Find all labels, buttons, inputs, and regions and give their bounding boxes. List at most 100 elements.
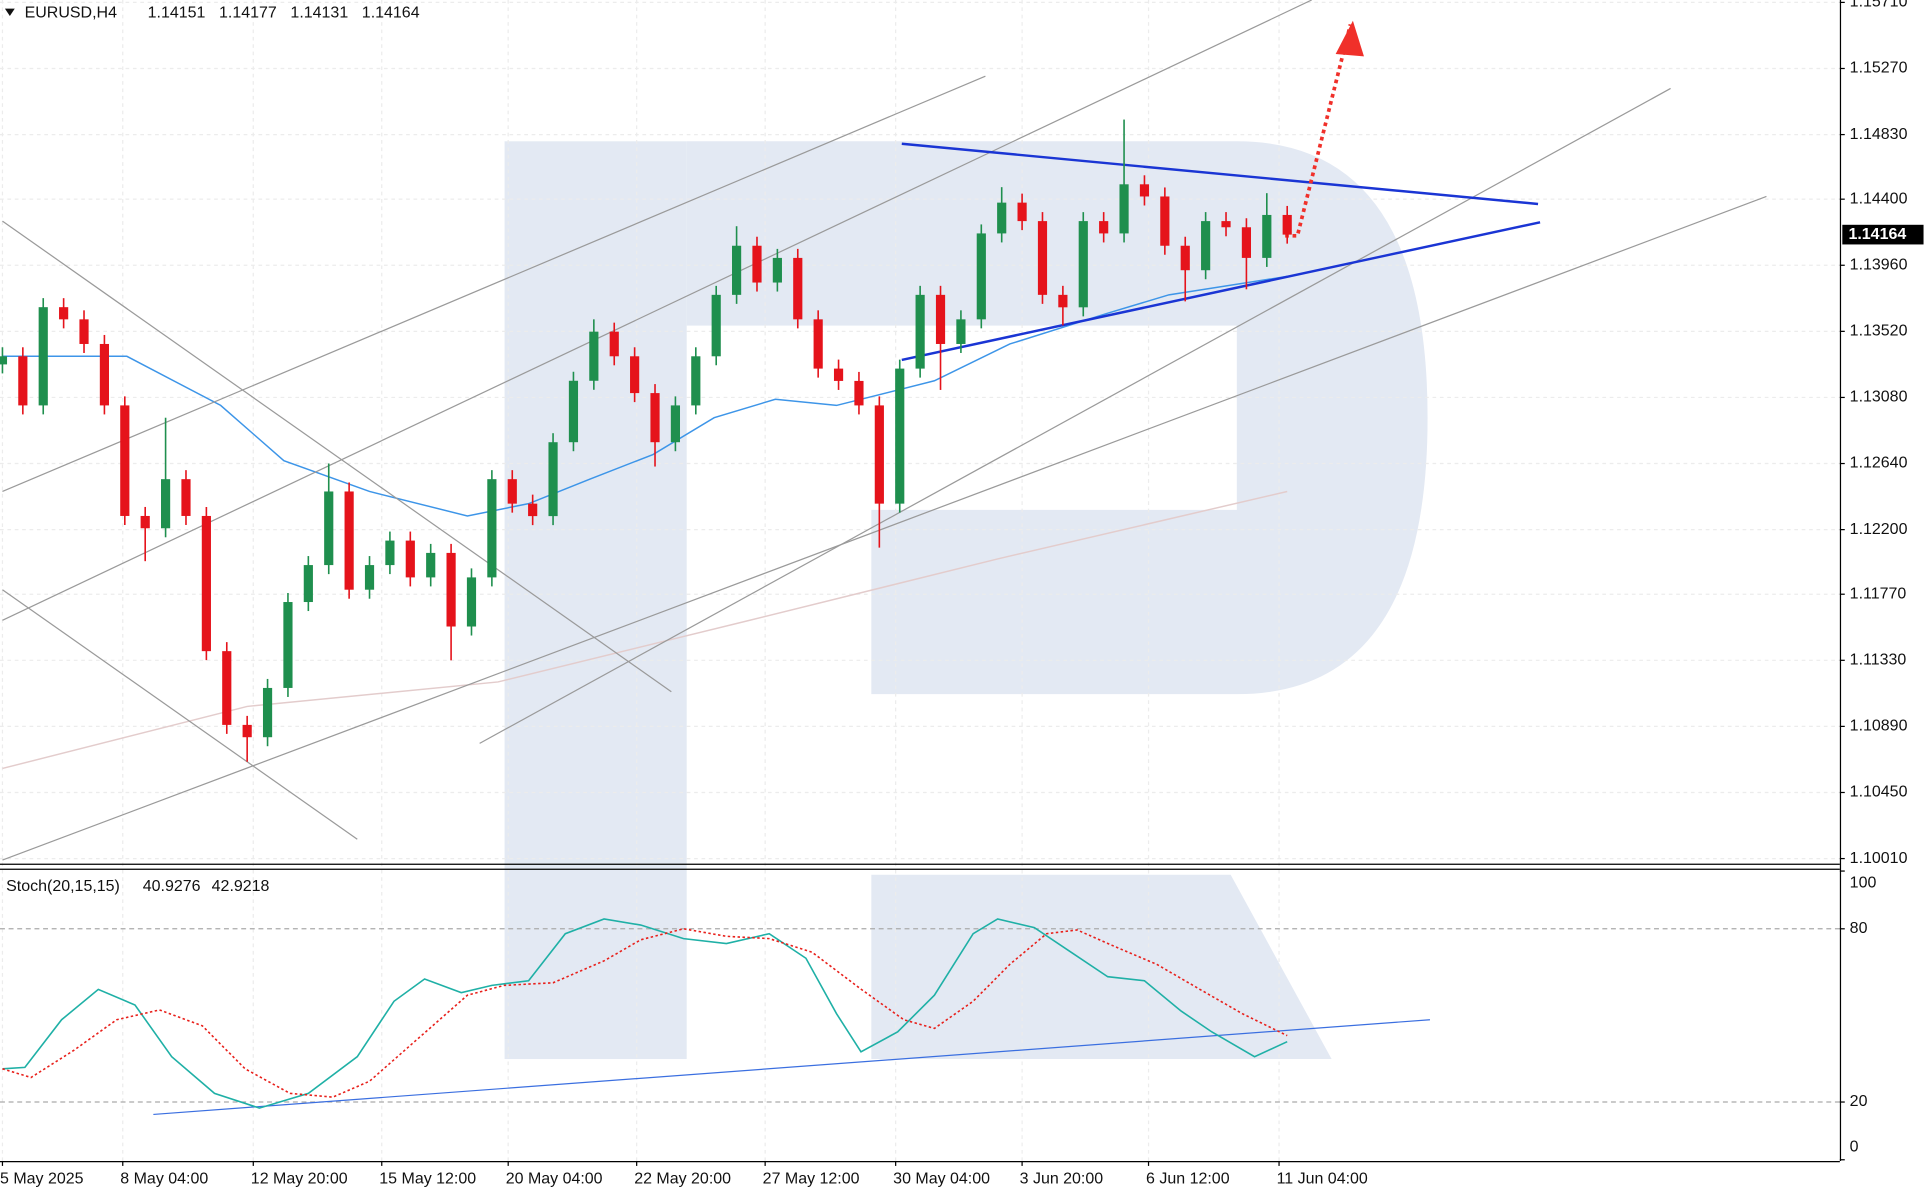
candle-body xyxy=(161,479,171,529)
trendline xyxy=(2,195,1767,861)
y-tick-label: 1.14400 xyxy=(1850,190,1908,207)
candle-body xyxy=(772,257,782,283)
y-tick-label: 1.15270 xyxy=(1850,60,1908,77)
candle-body xyxy=(1099,221,1109,234)
grid xyxy=(0,0,1840,1161)
y-tick-label: 1.11330 xyxy=(1850,652,1907,669)
candle-body xyxy=(1221,221,1231,228)
candles xyxy=(0,119,1292,762)
y-tick-label: 20 xyxy=(1850,1093,1868,1110)
x-tick-label: 30 May 04:00 xyxy=(893,1171,990,1188)
stoch-line xyxy=(2,927,1288,1098)
candle-body xyxy=(201,515,211,652)
candle-body xyxy=(854,380,864,406)
y-tick-label: 1.10010 xyxy=(1850,850,1908,867)
candle-body xyxy=(568,380,579,443)
x-tick-label: 5 May 2025 xyxy=(0,1171,84,1188)
x-tick-label: 12 May 20:00 xyxy=(251,1171,348,1188)
candle-body xyxy=(466,577,477,627)
symbol: EURUSD,H4 xyxy=(25,5,117,22)
ohlc-high: 1.14177 xyxy=(219,5,277,22)
trendline xyxy=(2,589,358,840)
candle-body xyxy=(1262,214,1272,258)
ohlc-close: 1.14164 xyxy=(362,5,420,22)
candle-body xyxy=(1037,221,1048,295)
candle-body xyxy=(0,356,8,365)
candle-body xyxy=(874,405,884,504)
watermark-leg xyxy=(871,874,1332,1060)
y-tick-label: 100 xyxy=(1850,875,1877,892)
trendline xyxy=(901,221,1541,362)
y-tick-label: 1.14830 xyxy=(1850,126,1908,143)
y-tick-label: 0 xyxy=(1850,1139,1859,1156)
candle-body xyxy=(589,331,599,381)
candle-body xyxy=(303,565,313,603)
candle-body xyxy=(1119,184,1129,234)
candle-body xyxy=(364,565,375,590)
y-tick-label: 1.10890 xyxy=(1850,718,1908,735)
candle-body xyxy=(18,356,28,406)
candle-body xyxy=(1201,221,1211,271)
candle-body xyxy=(1017,202,1027,222)
candle-body xyxy=(997,202,1007,234)
y-tick-label: 1.12640 xyxy=(1850,455,1908,472)
candle-body xyxy=(487,479,497,578)
x-tick-label: 3 Jun 20:00 xyxy=(1020,1171,1104,1188)
trendline xyxy=(2,220,672,693)
candle-body xyxy=(79,319,89,344)
candle-body xyxy=(140,515,150,529)
collapse-icon[interactable] xyxy=(4,8,15,16)
stoch-line xyxy=(2,918,1288,1109)
candle-body xyxy=(242,724,252,738)
candle-body xyxy=(833,368,844,381)
moving-average xyxy=(2,275,1288,517)
candle-body xyxy=(1241,227,1252,258)
candle-body xyxy=(1058,294,1068,308)
candle-body xyxy=(222,651,232,725)
x-tick-label: 15 May 12:00 xyxy=(379,1171,476,1188)
y-tick-label: 80 xyxy=(1850,920,1868,937)
moving-average xyxy=(2,490,1288,770)
candle-body xyxy=(181,479,191,516)
candle-body xyxy=(935,294,946,344)
candle-body xyxy=(1160,196,1170,246)
watermark xyxy=(504,141,1428,1060)
forecast-arrow xyxy=(1285,24,1353,238)
candle-body xyxy=(1139,184,1150,197)
candle-body xyxy=(895,368,905,504)
x-tick-label: 20 May 04:00 xyxy=(506,1171,603,1188)
candle-body xyxy=(915,294,925,369)
candle-body xyxy=(59,307,69,320)
candle-body xyxy=(99,343,110,406)
candle-body xyxy=(711,294,721,357)
candle-body xyxy=(650,393,660,443)
trendline xyxy=(2,0,1312,621)
candle-body xyxy=(956,319,966,344)
candle-body xyxy=(344,491,354,590)
candle-body xyxy=(120,405,130,516)
candle-body xyxy=(426,552,436,578)
candle-body xyxy=(670,405,681,443)
y-tick-label: 1.13960 xyxy=(1850,256,1908,273)
arrow-head xyxy=(1335,20,1364,57)
indicator-name: Stoch(20,15,15) xyxy=(6,878,120,895)
y-tick-label: 1.10450 xyxy=(1850,784,1908,801)
trendline xyxy=(901,142,1539,206)
candle-body xyxy=(528,503,538,517)
candle-body xyxy=(262,687,273,738)
candle-body xyxy=(691,356,701,406)
candle-body xyxy=(793,257,803,320)
x-tick-label: 27 May 12:00 xyxy=(763,1171,860,1188)
candle-body xyxy=(732,245,742,295)
indicator-signal: 42.9218 xyxy=(212,878,270,895)
y-tick-label: 1.13520 xyxy=(1850,323,1908,340)
indicator-main: 40.9276 xyxy=(143,878,201,895)
y-tick-label: 1.12200 xyxy=(1850,521,1908,538)
candle-body xyxy=(1078,221,1088,308)
y-tick-label: 1.11770 xyxy=(1850,585,1907,602)
watermark-bowl xyxy=(686,141,1428,695)
x-tick-label: 11 Jun 04:00 xyxy=(1277,1171,1368,1188)
candle-body xyxy=(385,540,395,566)
